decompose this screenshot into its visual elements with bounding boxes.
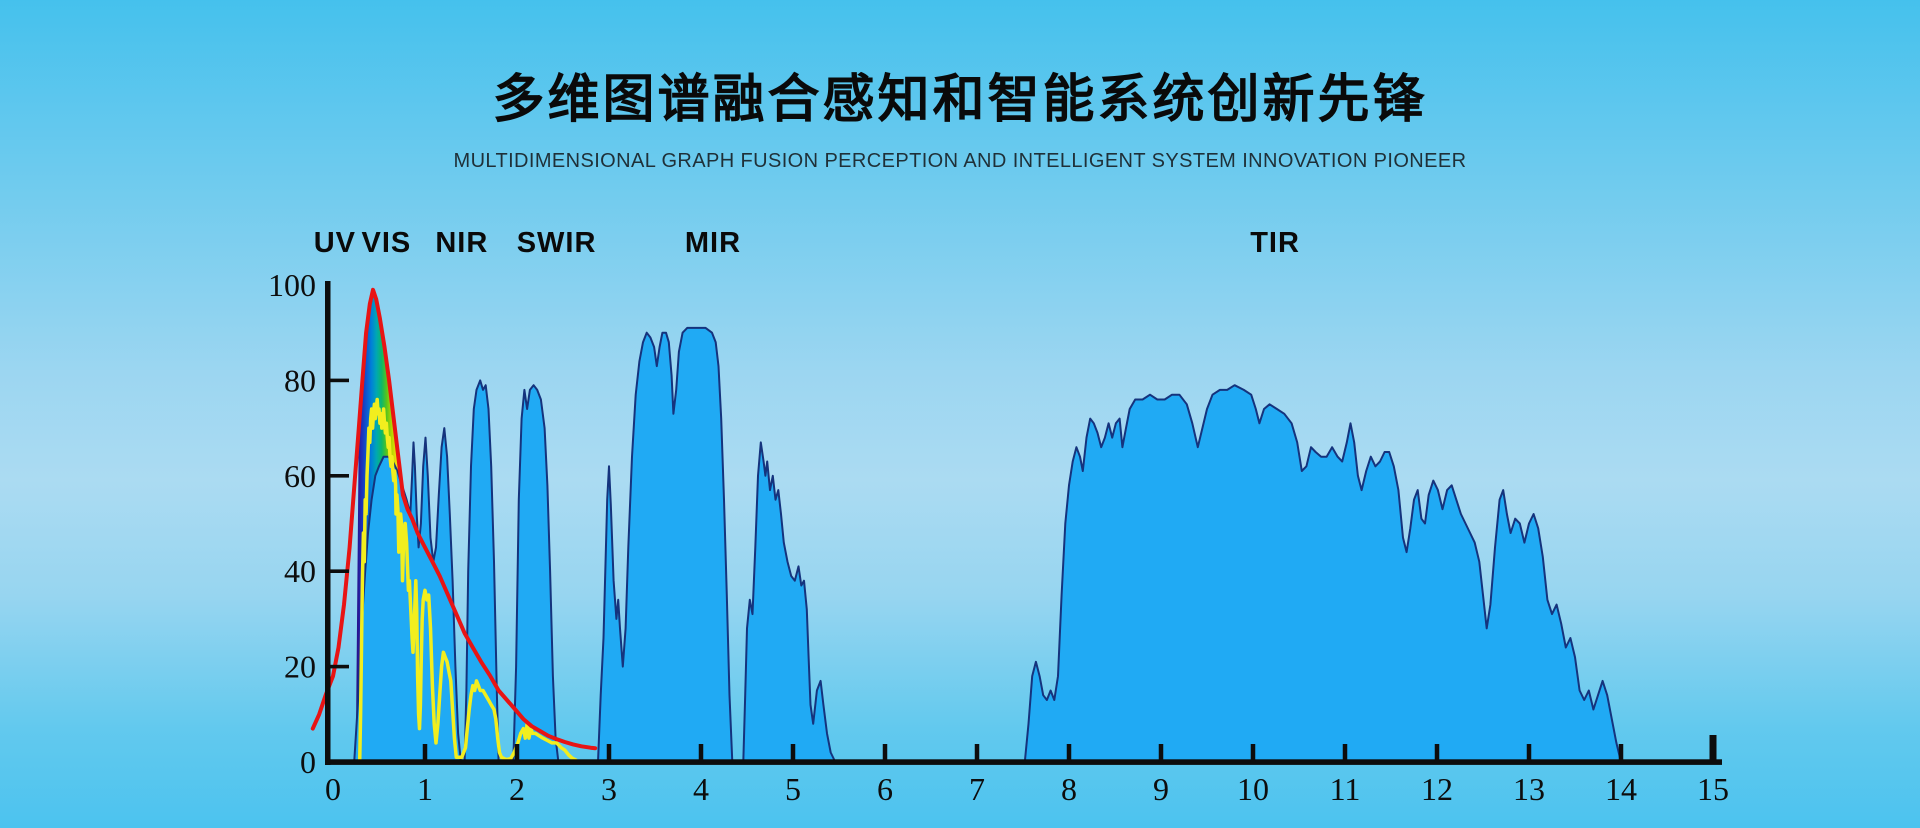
x-tick	[606, 744, 612, 762]
x-tick	[1158, 744, 1164, 762]
x-tick-label: 0	[325, 771, 341, 807]
page-title: 多维图谱融合感知和智能系统创新先锋	[492, 71, 1428, 129]
y-tick	[328, 474, 349, 478]
x-tick	[1526, 744, 1532, 762]
page-subtitle: MULTIDIMENSIONAL GRAPH FUSION PERCEPTION…	[453, 150, 1467, 172]
x-tick	[1342, 744, 1348, 762]
x-tick-label: 8	[1061, 771, 1077, 807]
x-tick-label: 9	[1153, 771, 1169, 807]
x-tick-label: 11	[1330, 771, 1361, 807]
x-tick	[422, 744, 428, 762]
x-tick	[790, 744, 796, 762]
x-tick-label: 6	[877, 771, 893, 807]
x-tick	[1434, 744, 1440, 762]
chart-axes	[325, 281, 1722, 765]
x-tick	[1709, 735, 1717, 762]
x-axis	[326, 759, 1722, 765]
band-label-vis: VIS	[361, 227, 411, 259]
y-tick-label: 80	[284, 362, 316, 398]
x-tick-label: 10	[1237, 771, 1269, 807]
x-tick	[882, 744, 888, 762]
chart-curves	[310, 287, 598, 764]
x-tick-label: 5	[785, 771, 801, 807]
x-tick	[514, 744, 520, 762]
x-tick	[1066, 744, 1072, 762]
x-tick	[1618, 744, 1624, 762]
x-tick-label: 4	[693, 771, 709, 807]
y-tick-label: 40	[284, 553, 316, 589]
x-tick-label: 3	[601, 771, 617, 807]
x-tick	[1250, 744, 1256, 762]
y-tick-label: 0	[300, 744, 316, 780]
x-tick-label: 1	[417, 771, 433, 807]
x-tick-label: 15	[1697, 771, 1729, 807]
chart-areas	[353, 289, 1622, 763]
x-tick-label: 12	[1421, 771, 1453, 807]
y-tick-label: 60	[284, 458, 316, 494]
band-label-uv: UV	[314, 227, 356, 259]
y-tick	[328, 569, 349, 573]
transmission-area	[353, 326, 1622, 763]
band-label-tir: TIR	[1250, 227, 1300, 259]
x-tick	[698, 744, 704, 762]
visible-spectrum-band	[356, 289, 413, 734]
solar-curve	[357, 397, 578, 764]
y-tick	[328, 664, 349, 669]
x-tick-label: 14	[1605, 771, 1637, 807]
y-tick-label: 20	[284, 649, 316, 685]
y-axis	[325, 281, 331, 765]
y-tick-label: 100	[268, 267, 316, 303]
blackbody-curve	[310, 287, 598, 751]
band-label-mir: MIR	[685, 227, 741, 259]
band-label-swir: SWIR	[517, 227, 597, 259]
y-tick	[328, 378, 349, 383]
x-tick-label: 2	[509, 771, 525, 807]
x-tick	[974, 744, 980, 762]
x-tick-label: 7	[969, 771, 985, 807]
band-label-nir: NIR	[435, 227, 488, 259]
x-tick-label: 13	[1513, 771, 1545, 807]
